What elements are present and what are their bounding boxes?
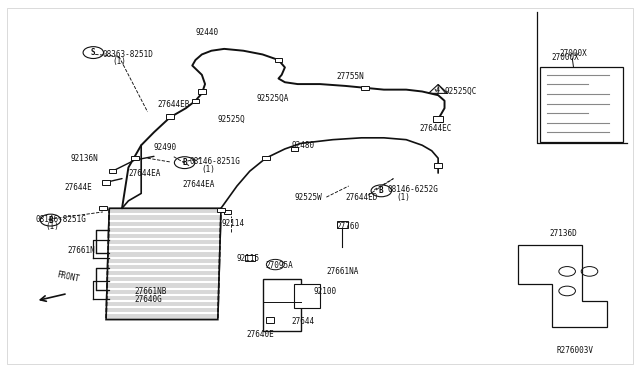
Text: 92100: 92100 [314, 287, 337, 296]
Text: 92525QC: 92525QC [445, 87, 477, 96]
FancyBboxPatch shape [337, 221, 348, 228]
FancyBboxPatch shape [166, 115, 173, 119]
FancyBboxPatch shape [266, 317, 274, 323]
FancyBboxPatch shape [102, 180, 110, 185]
Text: 27644EA: 27644EA [182, 180, 215, 189]
Text: 27661NB: 27661NB [135, 287, 167, 296]
Text: 27644EC: 27644EC [419, 124, 451, 133]
Text: 27661NA: 27661NA [326, 267, 359, 276]
Text: 92490: 92490 [154, 142, 177, 151]
Text: 27640E: 27640E [246, 330, 275, 339]
Text: 08146-6252G: 08146-6252G [387, 185, 438, 194]
Text: 08363-8251D: 08363-8251D [103, 50, 154, 59]
Text: (1): (1) [113, 57, 126, 66]
FancyBboxPatch shape [198, 89, 205, 94]
Text: 08146-8251G: 08146-8251G [36, 215, 86, 224]
Text: 27644EB: 27644EB [157, 100, 189, 109]
Text: (1): (1) [397, 193, 410, 202]
Text: 27661N: 27661N [68, 246, 95, 255]
Text: B: B [379, 186, 383, 195]
Text: B: B [182, 158, 187, 167]
FancyBboxPatch shape [435, 117, 442, 122]
Text: 92115: 92115 [237, 254, 260, 263]
Text: S: S [91, 48, 95, 57]
Polygon shape [106, 208, 221, 320]
Polygon shape [438, 84, 446, 93]
Text: 27000X: 27000X [559, 49, 588, 58]
Text: 27644: 27644 [291, 317, 314, 326]
Text: 27644E: 27644E [65, 183, 92, 192]
FancyBboxPatch shape [99, 206, 107, 211]
Text: 27755N: 27755N [336, 72, 364, 81]
FancyBboxPatch shape [217, 208, 225, 212]
Text: B: B [48, 216, 53, 225]
Text: FRONT: FRONT [56, 270, 80, 284]
FancyBboxPatch shape [244, 255, 255, 261]
FancyBboxPatch shape [262, 156, 269, 160]
FancyBboxPatch shape [291, 147, 298, 151]
Polygon shape [518, 245, 607, 327]
Text: 27000X: 27000X [551, 53, 579, 62]
FancyBboxPatch shape [109, 169, 116, 173]
Text: 92136N: 92136N [71, 154, 99, 163]
Text: 92525QA: 92525QA [256, 94, 289, 103]
Text: R276003V: R276003V [556, 346, 593, 355]
FancyBboxPatch shape [540, 67, 623, 141]
Text: 92480: 92480 [291, 141, 314, 150]
FancyBboxPatch shape [131, 156, 139, 160]
FancyBboxPatch shape [191, 99, 199, 103]
Text: 92525W: 92525W [294, 193, 322, 202]
Text: 4: 4 [436, 87, 440, 93]
Text: 08146-8251G: 08146-8251G [189, 157, 240, 166]
Text: 27095A: 27095A [266, 261, 294, 270]
FancyBboxPatch shape [294, 284, 320, 308]
Text: 92525Q: 92525Q [218, 115, 246, 124]
FancyBboxPatch shape [275, 58, 282, 62]
Text: 27136D: 27136D [549, 229, 577, 238]
FancyBboxPatch shape [433, 116, 444, 122]
FancyBboxPatch shape [361, 86, 369, 90]
Text: 27644ED: 27644ED [346, 193, 378, 202]
Text: 27640G: 27640G [135, 295, 163, 304]
Text: 27644EA: 27644EA [129, 169, 161, 177]
FancyBboxPatch shape [435, 163, 442, 168]
Text: 27760: 27760 [336, 222, 359, 231]
Text: 92440: 92440 [195, 28, 219, 37]
FancyBboxPatch shape [223, 210, 231, 214]
Text: 92114: 92114 [221, 219, 244, 228]
Text: (1): (1) [45, 222, 60, 231]
FancyBboxPatch shape [262, 279, 301, 331]
Text: (1): (1) [202, 165, 216, 174]
